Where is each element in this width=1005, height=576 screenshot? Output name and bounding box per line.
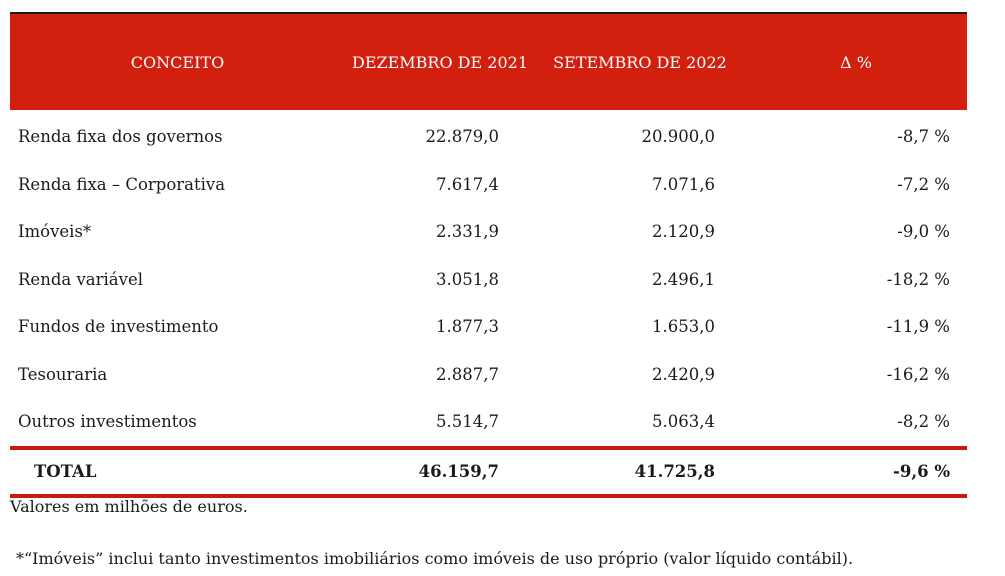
cell-dec-2021: 1.877,3	[436, 317, 499, 337]
cell-dec-2021: 3.051,8	[436, 269, 499, 289]
total-dec-2021: 46.159,7	[418, 462, 499, 481]
header-dec-2021: DEZEMBRO DE 2021	[351, 52, 528, 72]
cell-sep-2022: 2.120,9	[652, 222, 715, 242]
table-row: Tesouraria 2.887,7 2.420,9 -16,2 %	[10, 351, 967, 399]
table-row: Renda fixa dos governos 22.879,0 20.900,…	[10, 113, 967, 161]
units-note: Valores em milhões de euros.	[10, 497, 248, 516]
total-bottom-rule	[10, 493, 967, 498]
table-row: Outros investimentos 5.514,7 5.063,4 -8,…	[10, 398, 967, 446]
cell-sep-2022: 5.063,4	[652, 412, 715, 432]
table-row: Imóveis* 2.331,9 2.120,9 -9,0 %	[10, 208, 967, 256]
cell-dec-2021: 7.617,4	[436, 174, 499, 194]
cell-delta: -18,2 %	[886, 269, 950, 289]
cell-concept: Renda variável	[18, 269, 143, 289]
footnote: *“Imóveis” inclui tanto investimentos im…	[16, 549, 854, 568]
total-top-rule	[10, 445, 967, 450]
table-body: Renda fixa dos governos 22.879,0 20.900,…	[10, 110, 967, 446]
cell-dec-2021: 2.331,9	[436, 222, 499, 242]
header-sep-2022: SETEMBRO DE 2022	[553, 52, 727, 72]
cell-delta: -16,2 %	[886, 364, 950, 384]
cell-concept: Tesouraria	[18, 364, 108, 384]
total-row: TOTAL 46.159,7 41.725,8 -9,6 %	[10, 450, 967, 494]
total-sep-2022: 41.725,8	[634, 462, 715, 481]
cell-sep-2022: 20.900,0	[641, 127, 715, 147]
cell-delta: -8,7 %	[897, 127, 950, 147]
cell-delta: -7,2 %	[897, 174, 950, 194]
cell-delta: -8,2 %	[897, 412, 950, 432]
cell-dec-2021: 5.514,7	[436, 412, 499, 432]
cell-sep-2022: 7.071,6	[652, 174, 715, 194]
total-delta: -9,6 %	[893, 462, 950, 481]
investments-table: CONCEITO DEZEMBRO DE 2021 SETEMBRO DE 20…	[10, 12, 967, 498]
header-delta: Δ %	[840, 52, 872, 72]
table-row: Renda variável 3.051,8 2.496,1 -18,2 %	[10, 256, 967, 304]
top-rule	[10, 12, 967, 14]
cell-sep-2022: 2.496,1	[652, 269, 715, 289]
table-row: Fundos de investimento 1.877,3 1.653,0 -…	[10, 303, 967, 351]
cell-delta: -11,9 %	[886, 317, 950, 337]
header-concept: CONCEITO	[130, 52, 225, 72]
cell-concept: Renda fixa dos governos	[18, 127, 223, 147]
cell-concept: Imóveis*	[18, 222, 92, 242]
cell-dec-2021: 2.887,7	[436, 364, 499, 384]
cell-sep-2022: 2.420,9	[652, 364, 715, 384]
cell-sep-2022: 1.653,0	[652, 317, 715, 337]
cell-dec-2021: 22.879,0	[425, 127, 499, 147]
total-label: TOTAL	[34, 462, 97, 481]
cell-delta: -9,0 %	[897, 222, 950, 242]
table-header: CONCEITO DEZEMBRO DE 2021 SETEMBRO DE 20…	[10, 14, 967, 110]
cell-concept: Outros investimentos	[18, 412, 197, 432]
table-row: Renda fixa – Corporativa 7.617,4 7.071,6…	[10, 161, 967, 209]
cell-concept: Fundos de investimento	[18, 317, 219, 337]
cell-concept: Renda fixa – Corporativa	[18, 174, 226, 194]
